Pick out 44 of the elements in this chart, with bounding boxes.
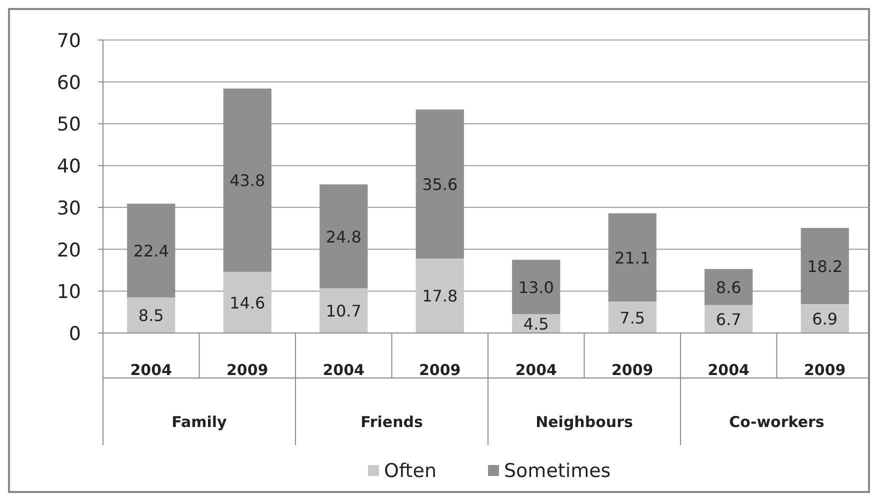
text: Family (172, 413, 228, 431)
y-tick-label: 40 (56, 156, 81, 178)
text: 7.5 (620, 308, 646, 328)
legend-label: Often (384, 460, 436, 482)
text: 6.9 (812, 310, 838, 329)
bar (320, 288, 368, 333)
y-tick-label: 70 (56, 30, 81, 52)
text: 17.8 (422, 286, 458, 306)
x-tick-label: 2004 (130, 361, 172, 379)
legend-label: Sometimes (504, 460, 611, 482)
text: 8.6 (716, 278, 742, 297)
text: Co-workers (729, 413, 824, 431)
bar (608, 302, 656, 333)
x-tick-label: 2009 (419, 361, 461, 379)
text: 4.5 (523, 314, 549, 334)
text: 24.8 (326, 227, 362, 246)
y-tick-label: 10 (56, 281, 81, 304)
y-tick-label: 50 (56, 114, 81, 136)
text: Neighbours (536, 413, 633, 431)
text: 6.7 (716, 310, 742, 329)
text: 8.5 (138, 306, 164, 326)
text: 10.7 (326, 302, 362, 321)
y-tick-label: 60 (56, 72, 81, 94)
y-tick-label: 30 (56, 197, 81, 220)
x-tick-label: 2004 (708, 361, 750, 379)
text: 43.8 (230, 171, 266, 190)
text: 18.2 (807, 257, 843, 276)
x-tick-label: 2009 (612, 361, 654, 379)
y-tick-label: 20 (56, 239, 81, 262)
text: 35.6 (422, 174, 458, 194)
text: 21.1 (614, 248, 650, 268)
bar (223, 272, 272, 333)
bar (416, 258, 464, 333)
x-tick-label: 2004 (515, 361, 557, 379)
x-tick-label: 2009 (226, 361, 268, 379)
bar (704, 304, 753, 333)
x-tick-label: 2009 (804, 361, 846, 379)
text: 14.6 (230, 293, 266, 312)
x-tick-label: 2004 (322, 361, 364, 379)
text: 22.4 (133, 242, 169, 261)
text: 13.0 (518, 278, 554, 297)
y-tick-label: 0 (68, 323, 81, 345)
bar (127, 297, 176, 333)
text: Friends (360, 413, 423, 431)
